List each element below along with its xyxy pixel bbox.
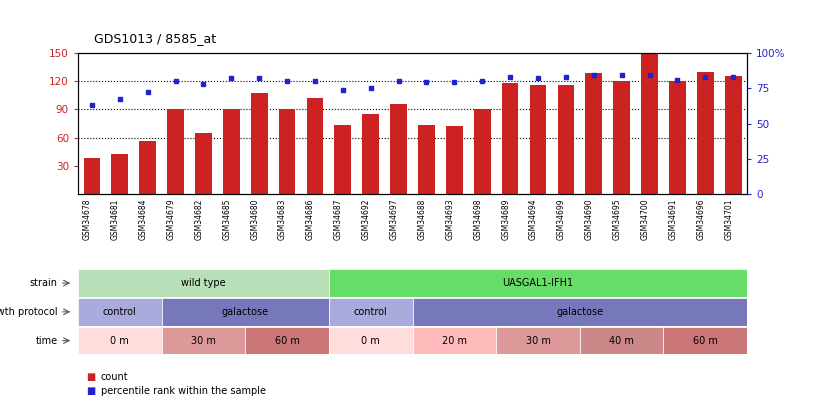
Bar (412, 327, 496, 354)
Bar (223, 109, 240, 194)
Text: 60 m: 60 m (693, 336, 718, 345)
Bar (162, 298, 329, 326)
Text: GSM34691: GSM34691 (668, 198, 677, 240)
Text: GSM34689: GSM34689 (501, 198, 510, 240)
Text: GSM34680: GSM34680 (250, 198, 259, 240)
Text: strain: strain (30, 278, 57, 288)
Bar (418, 126, 435, 194)
Bar (530, 85, 547, 194)
Text: GDS1013 / 8585_at: GDS1013 / 8585_at (94, 32, 217, 45)
Bar (329, 327, 412, 354)
Text: UASGAL1-IFH1: UASGAL1-IFH1 (502, 278, 574, 288)
Bar (362, 114, 379, 194)
Bar (390, 104, 407, 194)
Bar (245, 327, 329, 354)
Bar (557, 85, 574, 194)
Bar (279, 109, 296, 194)
Text: 30 m: 30 m (525, 336, 550, 345)
Text: GSM34686: GSM34686 (306, 198, 315, 240)
Text: GSM34678: GSM34678 (83, 198, 92, 240)
Text: control: control (103, 307, 136, 317)
Text: control: control (354, 307, 388, 317)
Text: wild type: wild type (181, 278, 226, 288)
Bar (84, 158, 100, 194)
Text: 0 m: 0 m (111, 336, 129, 345)
Bar (167, 109, 184, 194)
Bar (195, 133, 212, 194)
Text: GSM34694: GSM34694 (529, 198, 538, 240)
Bar (502, 83, 519, 194)
Text: GSM34687: GSM34687 (334, 198, 343, 240)
Text: GSM34695: GSM34695 (612, 198, 621, 240)
Text: 0 m: 0 m (361, 336, 380, 345)
Text: GSM34688: GSM34688 (418, 198, 426, 240)
Text: GSM34698: GSM34698 (473, 198, 482, 240)
Text: GSM34696: GSM34696 (696, 198, 705, 240)
Text: galactose: galactose (222, 307, 268, 317)
Text: 60 m: 60 m (275, 336, 300, 345)
Text: GSM34683: GSM34683 (278, 198, 287, 240)
Bar (306, 98, 323, 194)
Text: count: count (101, 372, 129, 382)
Bar (78, 298, 162, 326)
Text: GSM34699: GSM34699 (557, 198, 566, 240)
Bar (580, 327, 663, 354)
Bar (334, 126, 351, 194)
Bar (669, 81, 686, 194)
Bar (585, 73, 602, 194)
Bar (140, 141, 156, 194)
Text: galactose: galactose (557, 307, 603, 317)
Bar (641, 53, 658, 194)
Text: GSM34692: GSM34692 (362, 198, 371, 240)
Text: ■: ■ (86, 386, 95, 396)
Text: GSM34700: GSM34700 (640, 198, 649, 240)
Bar (78, 327, 162, 354)
Text: GSM34701: GSM34701 (724, 198, 733, 240)
Bar (412, 298, 747, 326)
Text: growth protocol: growth protocol (0, 307, 57, 317)
Text: GSM34697: GSM34697 (390, 198, 399, 240)
Bar (697, 72, 713, 194)
Bar (496, 327, 580, 354)
Bar (725, 76, 741, 194)
Bar (78, 269, 329, 297)
Bar (162, 327, 245, 354)
Text: 20 m: 20 m (442, 336, 467, 345)
Bar (251, 93, 268, 194)
Text: GSM34682: GSM34682 (195, 198, 204, 240)
Text: GSM34685: GSM34685 (222, 198, 232, 240)
Bar (329, 298, 412, 326)
Bar (613, 81, 630, 194)
Text: 30 m: 30 m (191, 336, 216, 345)
Text: GSM34681: GSM34681 (111, 198, 120, 240)
Bar (446, 126, 463, 194)
Text: time: time (35, 336, 57, 345)
Text: GSM34684: GSM34684 (139, 198, 148, 240)
Text: 40 m: 40 m (609, 336, 634, 345)
Bar (329, 269, 747, 297)
Text: percentile rank within the sample: percentile rank within the sample (101, 386, 266, 396)
Bar (663, 327, 747, 354)
Text: GSM34693: GSM34693 (445, 198, 454, 240)
Bar (474, 109, 491, 194)
Text: GSM34679: GSM34679 (167, 198, 176, 240)
Bar (112, 154, 128, 194)
Text: GSM34690: GSM34690 (585, 198, 594, 240)
Text: ■: ■ (86, 372, 95, 382)
